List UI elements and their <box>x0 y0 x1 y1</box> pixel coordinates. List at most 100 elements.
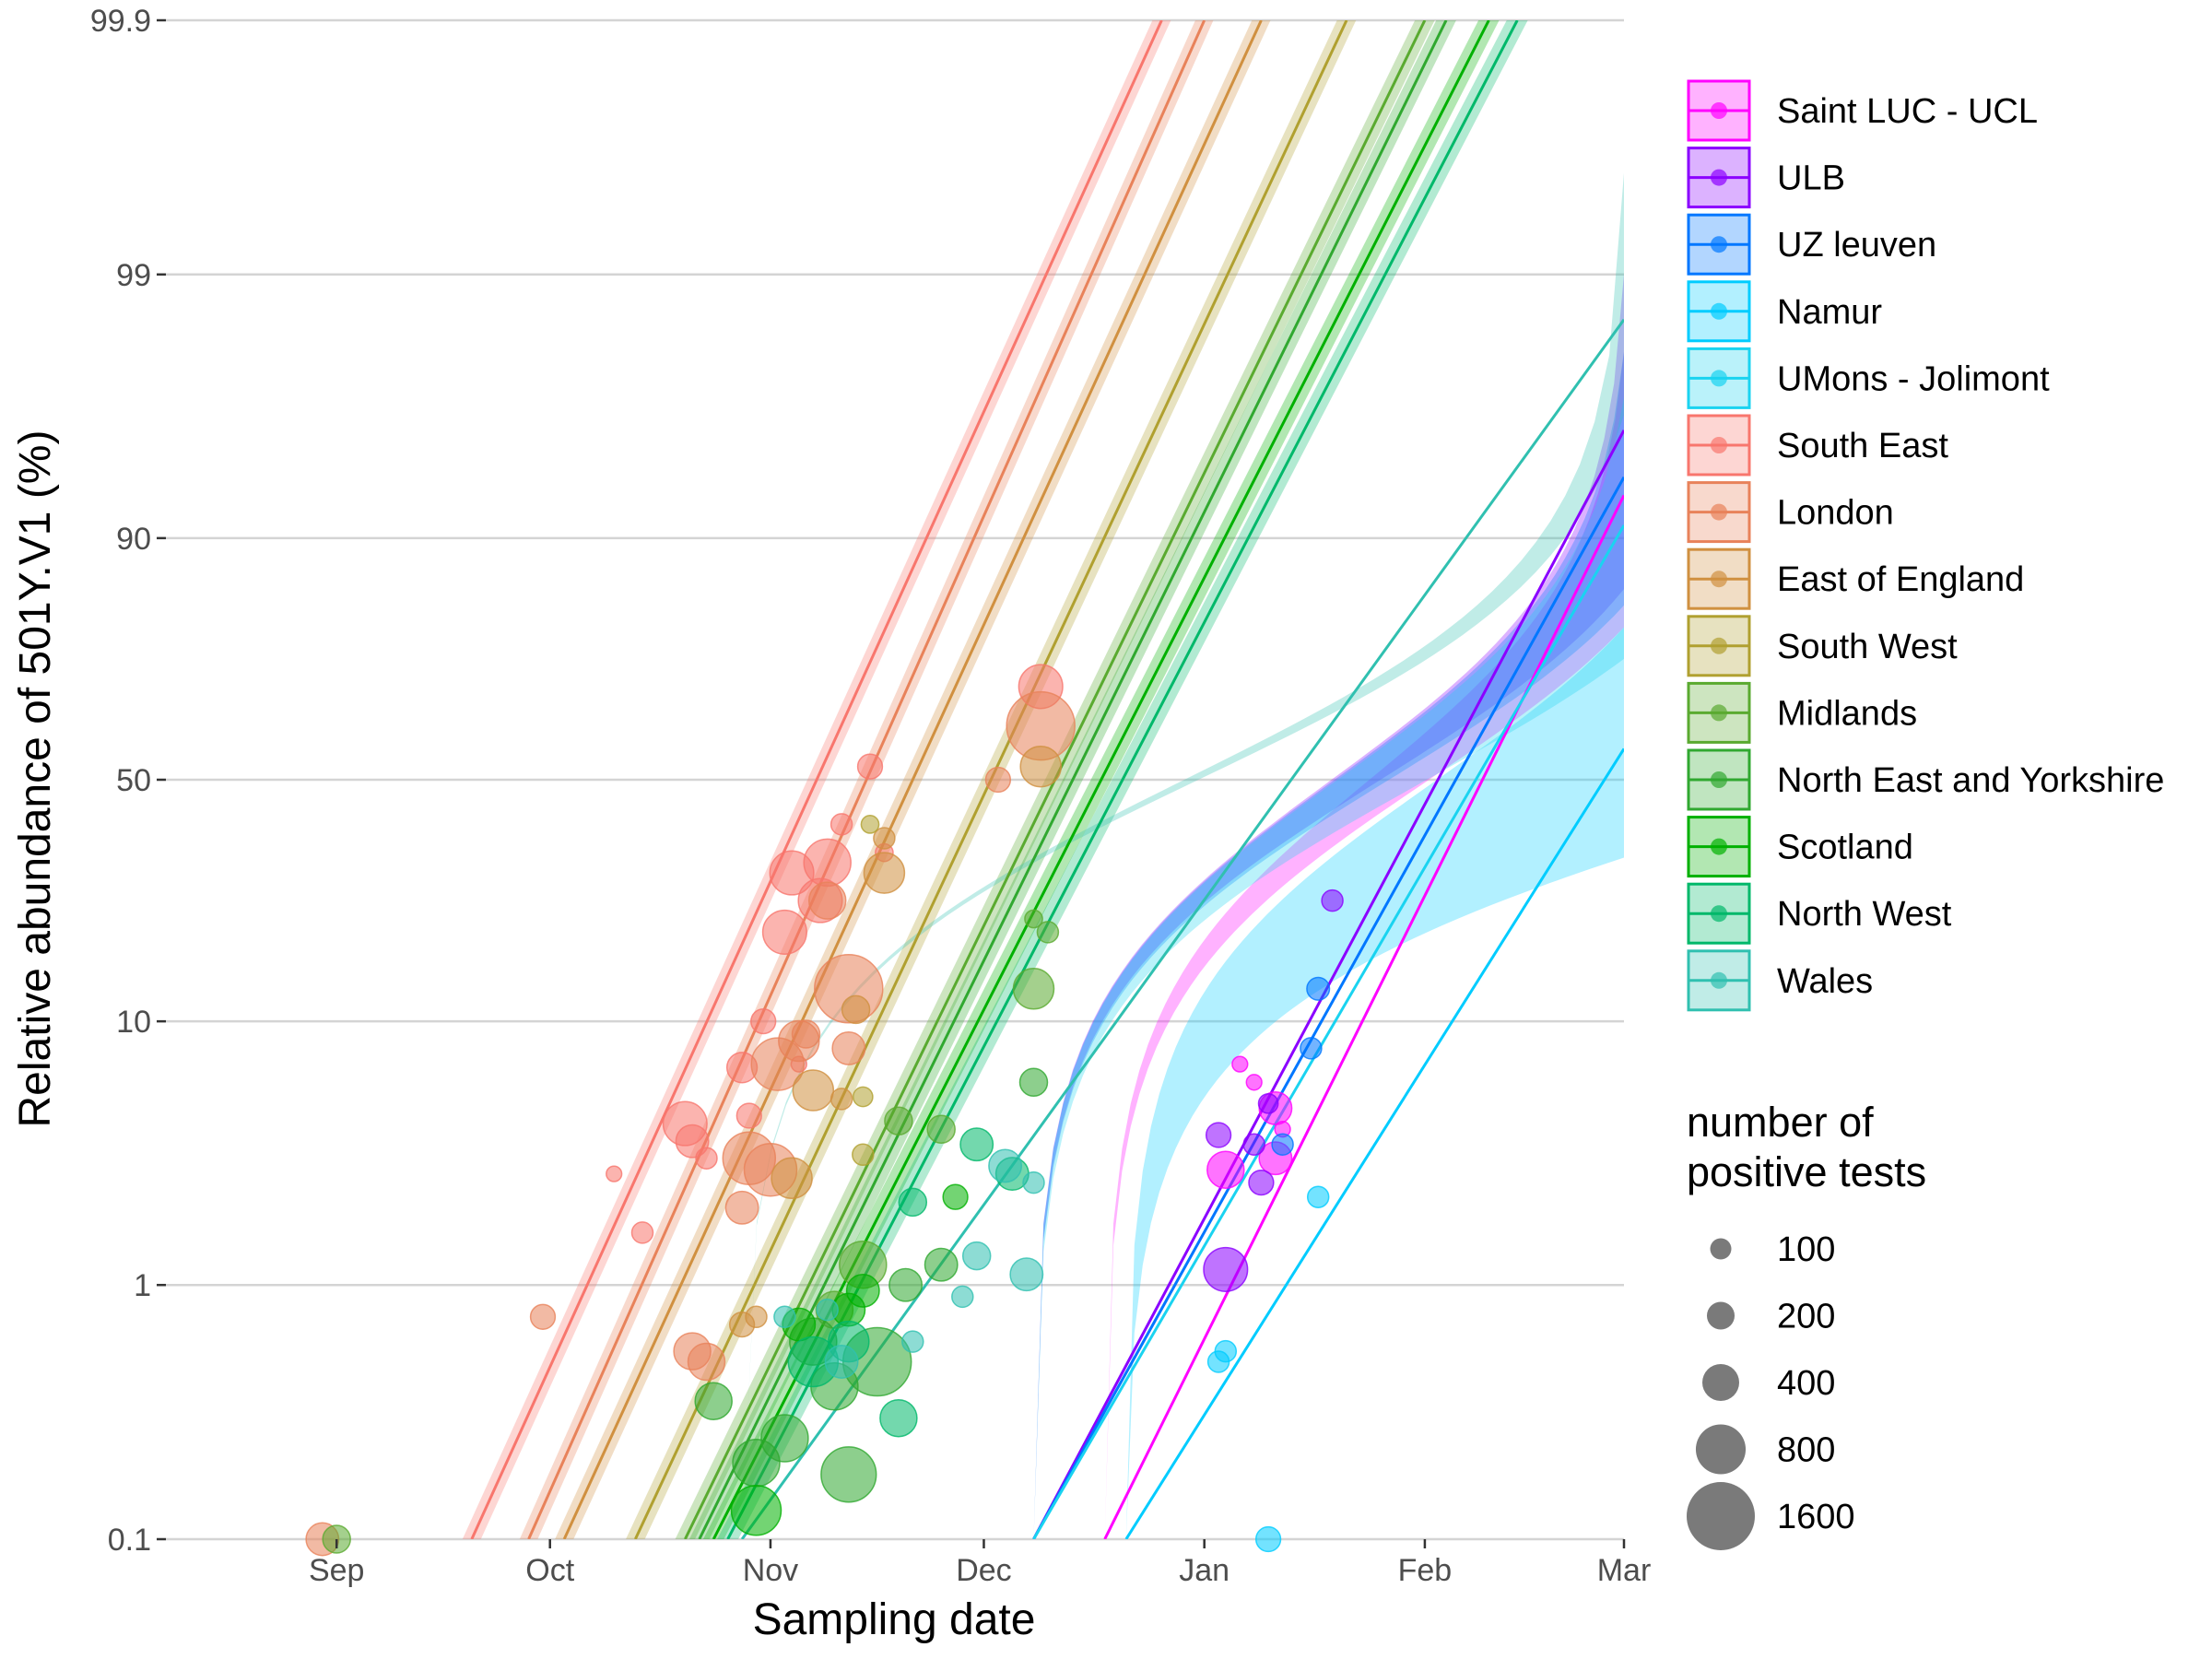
legend-item[interactable]: Midlands <box>1687 681 1917 744</box>
legend-item[interactable]: UZ leuven <box>1687 213 1936 276</box>
legend-dot <box>1711 571 1727 588</box>
data-point <box>761 909 807 955</box>
data-point <box>824 1345 859 1379</box>
x-tick-label: Nov <box>743 1553 798 1588</box>
x-tick-label: Jan <box>1179 1553 1230 1588</box>
y-tick-label: 0.1 <box>108 1523 151 1558</box>
y-tick-label: 10 <box>116 1005 151 1040</box>
x-tick-label: Oct <box>525 1553 574 1588</box>
data-point <box>1257 1092 1279 1114</box>
data-point <box>988 1148 1023 1183</box>
data-point <box>884 1106 913 1135</box>
size-legend-label: 400 <box>1777 1364 1835 1403</box>
data-point <box>1019 745 1062 788</box>
data-point <box>984 766 1012 794</box>
legend-item[interactable]: ULB <box>1687 147 1845 209</box>
legend-dot <box>1711 637 1727 654</box>
data-point <box>1024 909 1043 929</box>
data-point <box>792 1069 835 1112</box>
y-axis-title: Relative abundance of 501Y.V1 (%) <box>11 430 60 1128</box>
fit-line <box>1032 477 1624 1539</box>
y-tick-label: 50 <box>116 763 151 798</box>
data-point <box>831 1030 866 1065</box>
legend-item[interactable]: East of England <box>1687 547 2024 610</box>
legend-dot <box>1711 503 1727 521</box>
data-point <box>863 852 906 894</box>
data-point <box>695 1147 718 1170</box>
size-legend-circle <box>1706 1301 1735 1330</box>
data-point <box>888 1267 924 1302</box>
fit-line <box>1032 524 1624 1539</box>
legend-item[interactable]: Scotland <box>1687 816 1913 878</box>
data-point <box>1242 1133 1265 1156</box>
legend-label: Saint LUC - UCL <box>1777 92 2038 131</box>
data-point <box>630 1221 654 1244</box>
legend-dot <box>1711 838 1727 855</box>
fit-line <box>562 20 1263 1539</box>
legend-item[interactable]: South East <box>1687 414 1948 477</box>
data-point <box>901 1330 924 1353</box>
fit-line <box>470 20 1163 1539</box>
x-tick-label: Feb <box>1398 1553 1453 1588</box>
data-point <box>1206 1150 1245 1189</box>
legend-dot <box>1711 905 1727 923</box>
data-point <box>820 1446 877 1503</box>
data-point <box>724 1190 759 1225</box>
data-point <box>816 1298 839 1322</box>
data-point <box>852 1086 874 1108</box>
legend-dot <box>1711 437 1727 453</box>
data-point <box>926 1114 956 1144</box>
y-tick-label: 99.9 <box>90 4 151 39</box>
legend-item[interactable]: UMons - Jolimont <box>1687 347 2050 409</box>
legend-label: Namur <box>1777 293 1882 332</box>
ci-ribbon <box>1011 397 1624 1539</box>
data-point <box>1248 1169 1275 1196</box>
size-legend-label: 800 <box>1777 1431 1835 1470</box>
data-point <box>771 1157 813 1200</box>
data-points <box>305 664 1344 1557</box>
ci-ribbon <box>1103 627 1624 1539</box>
legend: Saint LUC - UCL ULB UZ leuven Namur UMons - … <box>1687 79 2164 1012</box>
data-point <box>924 1247 959 1282</box>
data-point <box>873 827 896 850</box>
data-point <box>942 1183 969 1210</box>
x-tick-label: Dec <box>956 1553 1011 1588</box>
legend-item[interactable]: Namur <box>1687 280 1882 343</box>
size-legend-label: 100 <box>1777 1230 1835 1269</box>
fit-line <box>1103 494 1624 1539</box>
legend-item[interactable]: North East and Yorkshire <box>1687 748 2164 811</box>
x-tick-label: Mar <box>1597 1553 1652 1588</box>
legend-item[interactable]: South West <box>1687 615 1958 677</box>
size-legend-circle <box>1710 1238 1732 1260</box>
legend-item[interactable]: North West <box>1687 882 1952 945</box>
data-point <box>1300 1037 1323 1060</box>
size-legend-title: number of <box>1687 1099 1874 1146</box>
legend-item[interactable]: Wales <box>1687 949 1873 1012</box>
legend-label: UZ leuven <box>1777 226 1936 265</box>
data-point <box>1271 1133 1294 1156</box>
data-point <box>1012 968 1055 1010</box>
legend-dot <box>1711 971 1727 989</box>
fit-line <box>1124 747 1624 1539</box>
data-point <box>694 1382 733 1420</box>
data-point <box>1022 1171 1045 1194</box>
legend-label: Midlands <box>1777 694 1917 733</box>
data-point <box>830 813 853 836</box>
legend-dot <box>1711 771 1727 788</box>
data-point <box>735 1102 762 1129</box>
data-point <box>1306 1185 1330 1208</box>
data-point <box>745 1305 768 1329</box>
data-point <box>606 1165 623 1182</box>
legend-item[interactable]: London <box>1687 481 1894 544</box>
data-point <box>807 881 847 920</box>
legend-label: UMons - Jolimont <box>1777 359 2050 398</box>
legend-item[interactable]: Saint LUC - UCL <box>1687 79 2038 142</box>
data-point <box>1321 888 1344 912</box>
data-point <box>860 815 880 834</box>
size-legend-title: positive tests <box>1687 1148 1926 1195</box>
data-point <box>841 994 871 1025</box>
data-point <box>773 1305 796 1329</box>
data-point <box>760 1414 809 1463</box>
size-legend-circle <box>1687 1482 1755 1550</box>
